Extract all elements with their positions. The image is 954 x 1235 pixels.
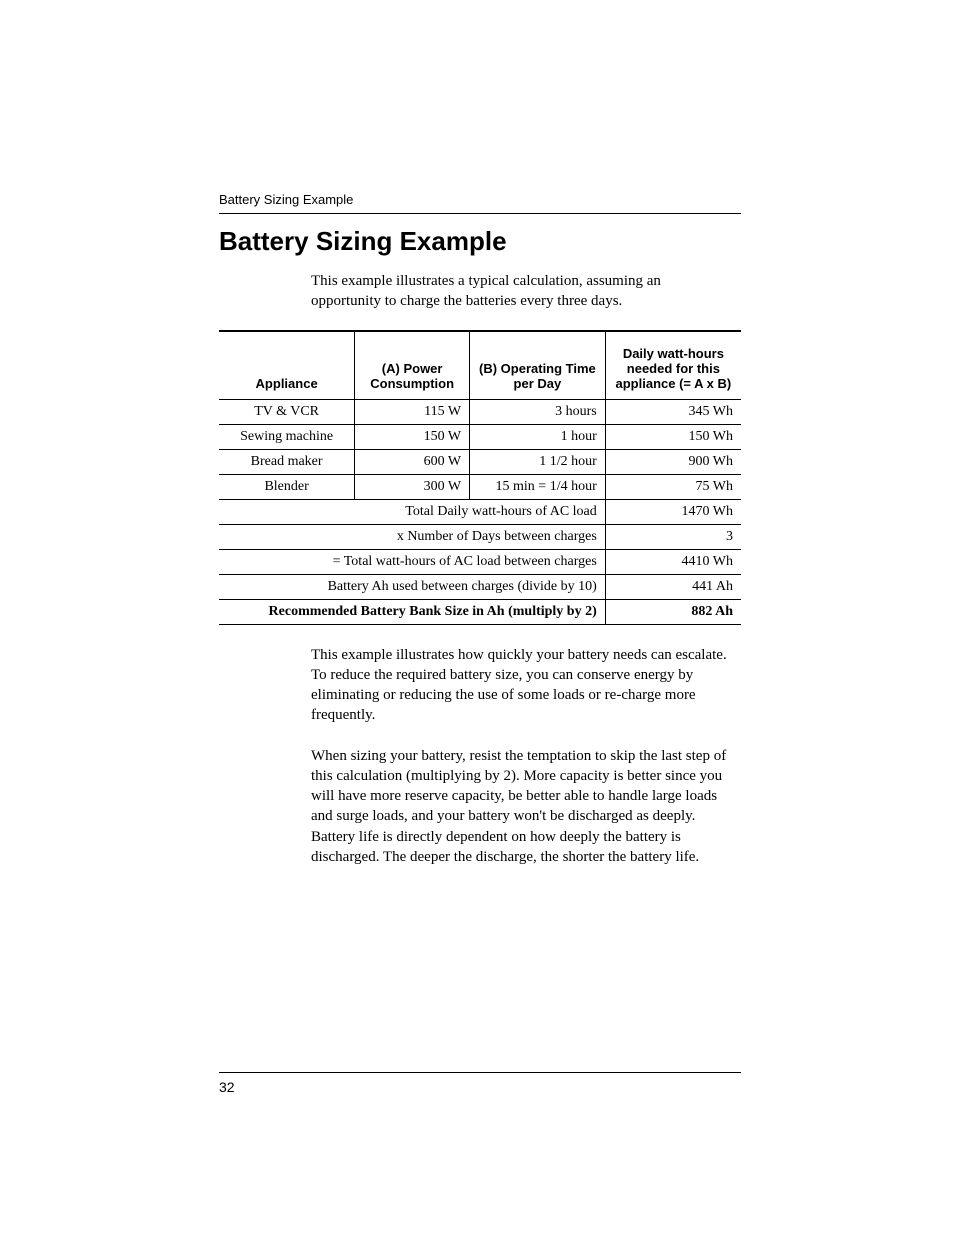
summary-label: Recommended Battery Bank Size in Ah (mul… <box>219 599 605 624</box>
cell-appliance: TV & VCR <box>219 399 355 424</box>
cell-wh: 75 Wh <box>605 474 741 499</box>
summary-label: x Number of Days between charges <box>219 524 605 549</box>
cell-power: 600 W <box>355 449 470 474</box>
header-wh: Daily watt-hours needed for this applian… <box>605 331 741 400</box>
header-rule <box>219 213 741 214</box>
summary-value: 441 Ah <box>605 574 741 599</box>
summary-value: 3 <box>605 524 741 549</box>
cell-time: 1 hour <box>470 424 606 449</box>
summary-row: Battery Ah used between charges (divide … <box>219 574 741 599</box>
cell-appliance: Blender <box>219 474 355 499</box>
intro-paragraph: This example illustrates a typical calcu… <box>311 271 731 312</box>
cell-wh: 150 Wh <box>605 424 741 449</box>
cell-time: 3 hours <box>470 399 606 424</box>
body-paragraph-2: When sizing your battery, resist the tem… <box>311 746 731 868</box>
summary-value: 1470 Wh <box>605 499 741 524</box>
table-row: Sewing machine150 W1 hour150 Wh <box>219 424 741 449</box>
battery-sizing-table: Appliance (A) Power Consumption (B) Oper… <box>219 330 741 625</box>
cell-power: 150 W <box>355 424 470 449</box>
cell-appliance: Sewing machine <box>219 424 355 449</box>
summary-row: = Total watt-hours of AC load between ch… <box>219 549 741 574</box>
summary-row: Recommended Battery Bank Size in Ah (mul… <box>219 599 741 624</box>
table-row: Bread maker600 W1 1/2 hour900 Wh <box>219 449 741 474</box>
header-power: (A) Power Consumption <box>355 331 470 400</box>
table-row: TV & VCR115 W3 hours345 Wh <box>219 399 741 424</box>
page-number: 32 <box>219 1079 235 1095</box>
cell-appliance: Bread maker <box>219 449 355 474</box>
summary-value: 882 Ah <box>605 599 741 624</box>
running-header: Battery Sizing Example <box>219 192 741 207</box>
footer-rule <box>219 1072 741 1073</box>
page-heading: Battery Sizing Example <box>219 226 741 257</box>
table-header-row: Appliance (A) Power Consumption (B) Oper… <box>219 331 741 400</box>
summary-label: = Total watt-hours of AC load between ch… <box>219 549 605 574</box>
summary-row: Total Daily watt-hours of AC load1470 Wh <box>219 499 741 524</box>
body-paragraph-1: This example illustrates how quickly you… <box>311 645 731 726</box>
table-row: Blender300 W15 min = 1/4 hour75 Wh <box>219 474 741 499</box>
header-time: (B) Operating Time per Day <box>470 331 606 400</box>
cell-power: 115 W <box>355 399 470 424</box>
cell-power: 300 W <box>355 474 470 499</box>
cell-time: 1 1/2 hour <box>470 449 606 474</box>
summary-value: 4410 Wh <box>605 549 741 574</box>
header-appliance: Appliance <box>219 331 355 400</box>
cell-wh: 345 Wh <box>605 399 741 424</box>
summary-label: Total Daily watt-hours of AC load <box>219 499 605 524</box>
summary-label: Battery Ah used between charges (divide … <box>219 574 605 599</box>
cell-wh: 900 Wh <box>605 449 741 474</box>
cell-time: 15 min = 1/4 hour <box>470 474 606 499</box>
summary-row: x Number of Days between charges3 <box>219 524 741 549</box>
